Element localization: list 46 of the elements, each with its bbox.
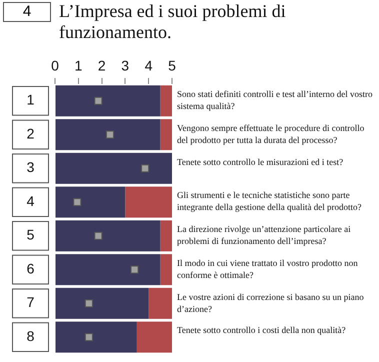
point bbox=[94, 232, 102, 240]
x-tick-label: 3 bbox=[121, 57, 130, 74]
y-tick-label: 3 bbox=[26, 159, 35, 176]
point bbox=[141, 164, 150, 172]
bar bbox=[160, 254, 172, 286]
bar bbox=[56, 288, 149, 319]
text: Le vostre azioni di correzione si basano su un piano d’azione? bbox=[177, 290, 365, 314]
x-tick-label: 4 bbox=[144, 57, 153, 74]
x-tick-label: 5 bbox=[168, 57, 176, 74]
y-tick-label: 5 bbox=[26, 226, 35, 243]
bar bbox=[56, 186, 126, 218]
y-tick-label: 1 bbox=[26, 92, 35, 108]
chart-title: L’Impresa ed i suoi problemi di funzionamento. bbox=[59, 1, 287, 43]
y-tick-label: 2 bbox=[26, 125, 35, 142]
point bbox=[84, 299, 93, 308]
bar bbox=[148, 288, 172, 319]
bar bbox=[125, 186, 172, 218]
bar bbox=[56, 119, 160, 150]
bar bbox=[136, 322, 172, 353]
x-tick-label: 1 bbox=[74, 57, 82, 74]
x-tick-label: 0 bbox=[51, 57, 60, 74]
x-tick-label: 2 bbox=[98, 57, 106, 74]
y-tick-label: 7 bbox=[26, 294, 35, 310]
point bbox=[130, 266, 139, 274]
bar bbox=[56, 220, 160, 252]
bar bbox=[56, 254, 160, 286]
text: Tenete sotto controllo le misurazioni ed i test? bbox=[177, 156, 344, 168]
point bbox=[84, 333, 93, 342]
bar bbox=[160, 220, 172, 252]
text: Il modo in cui viene trattato il vostro prodotto non conforme è ottimale? bbox=[177, 256, 359, 281]
y-tick-label: 8 bbox=[26, 328, 35, 344]
text: Tenete sotto controllo i costi della non qualità? bbox=[177, 324, 347, 336]
text: Sono stati definiti controlli e test all’interno del vostro sistema qualità? bbox=[177, 88, 374, 112]
bar bbox=[160, 119, 172, 150]
y-tick-label: 6 bbox=[26, 260, 35, 276]
text: Vengono sempre effettuate le procedure di controllo del prodotto per tutta la durata del processo? bbox=[177, 122, 366, 146]
bar bbox=[56, 322, 137, 353]
point bbox=[106, 130, 114, 139]
point bbox=[94, 96, 102, 105]
bar bbox=[56, 85, 160, 116]
y-tick-label: 4 bbox=[26, 192, 35, 209]
bar bbox=[160, 85, 172, 116]
text: Gli strumenti e le tecniche statistiche sono parte integrante della gestione della qualità del prodotto? bbox=[177, 189, 362, 214]
point bbox=[73, 198, 82, 206]
bar bbox=[56, 152, 172, 184]
text: La direzione rivolge un’attenzione particolare ai problemi di funzionamento dell’impresa? bbox=[177, 223, 352, 247]
